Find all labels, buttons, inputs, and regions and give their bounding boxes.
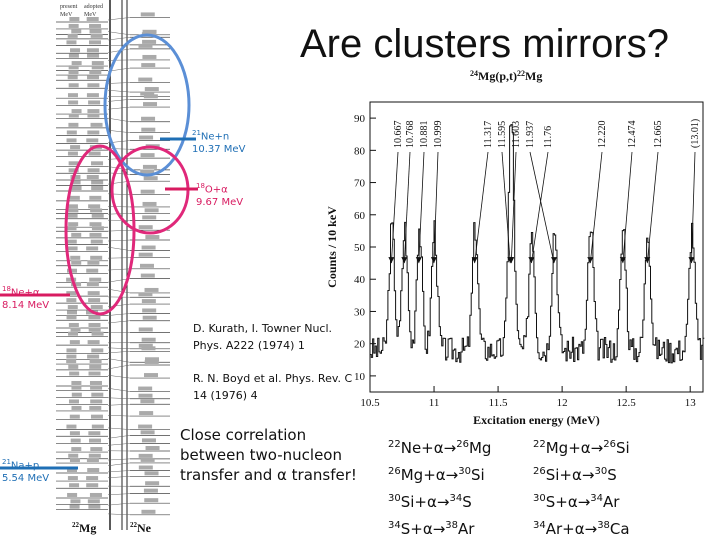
- peak-label: 12.665: [653, 121, 664, 149]
- reaction-right-3: 34Ar+α→38Ca: [533, 514, 630, 541]
- threshold-na21p-name: 21Na+p: [2, 456, 49, 472]
- threshold-label-ne21n: 21Ne+n 10.37 MeV: [192, 127, 245, 156]
- peak-label: 10.999: [433, 121, 444, 149]
- peak-label: 11.937: [525, 121, 536, 148]
- peak-arrowhead: [388, 257, 394, 263]
- y-tick-label: 30: [354, 306, 366, 318]
- peak-label: 12.474: [627, 121, 638, 149]
- reaction-right-2: 30S+α→34Ar: [533, 487, 630, 514]
- peak-arrow: [647, 152, 658, 263]
- spectrum-title: 24Mg(p,t)22Mg: [470, 69, 542, 83]
- x-tick-label: 13: [685, 397, 697, 409]
- reference-kurath: D. Kurath, I. Towner Nucl. Phys. A222 (1…: [193, 320, 353, 354]
- y-tick-label: 20: [354, 339, 366, 351]
- peak-arrowhead: [587, 257, 593, 263]
- peak-arrow: [404, 152, 410, 263]
- peak-arrow: [590, 152, 602, 263]
- x-tick-label: 11: [429, 397, 440, 409]
- peak-label: 11.317: [483, 121, 494, 148]
- peak-label: 10.667: [393, 121, 404, 149]
- threshold-ne18a-energy: 8.14 MeV: [2, 299, 49, 312]
- y-tick-label: 80: [354, 145, 366, 157]
- peak-arrow: [434, 152, 438, 263]
- peak-arrowhead: [416, 257, 422, 263]
- excitation-spectrum-chart: 24Mg(p,t)22Mg 10 20 30 40 50 60 70 80 90 10.5 11 11.…: [318, 62, 718, 434]
- threshold-label-ne18a: 18Ne+α 8.14 MeV: [2, 283, 49, 312]
- peak-label: (13.01): [690, 119, 701, 148]
- peak-arrow: [623, 152, 632, 263]
- reference-boyd: R. N. Boyd et al. Phys. Rev. C 14 (1976)…: [193, 370, 353, 404]
- threshold-ne18a-name: 18Ne+α: [2, 283, 49, 299]
- y-tick-label: 50: [354, 242, 366, 254]
- threshold-label-o18a: 18O+α 9.67 MeV: [196, 180, 243, 209]
- y-tick-label: 60: [354, 210, 366, 222]
- threshold-na21p-energy: 5.54 MeV: [2, 472, 49, 485]
- y-tick-label: 40: [354, 274, 366, 286]
- peak-label: 11.603: [511, 121, 522, 148]
- y-tick-label: 10: [354, 371, 366, 383]
- threshold-ne21n-name: 21Ne+n: [192, 127, 245, 143]
- reaction-left-1: 26Mg+α→30Si: [388, 460, 491, 487]
- x-axis-label: Excitation energy (MeV): [473, 413, 600, 427]
- x-tick-label: 12.5: [617, 397, 637, 409]
- y-axis-label: Counts / 10 keV: [325, 206, 339, 288]
- threshold-label-na21p: 21Na+p 5.54 MeV: [2, 456, 49, 485]
- peak-arrowhead: [551, 257, 557, 263]
- y-tick-label: 70: [354, 178, 366, 190]
- peak-arrowhead: [431, 257, 437, 263]
- magenta-oval-left: [66, 146, 134, 314]
- reaction-left-2: 30Si+α→34S: [388, 487, 491, 514]
- threshold-o18a-name: 18O+α: [196, 180, 243, 196]
- peak-label: 10.768: [405, 121, 416, 149]
- y-tick-label: 90: [354, 113, 366, 125]
- peak-label: 11.76: [543, 126, 554, 148]
- x-tick-label: 12: [557, 397, 568, 409]
- spectrum-trace: [370, 125, 704, 363]
- peak-arrow: [502, 152, 510, 263]
- peak-arrowhead: [401, 257, 407, 263]
- reaction-left-0: 22Ne+α→26Mg: [388, 433, 491, 460]
- conclusion-text: Close correlation between two-nucleon tr…: [180, 425, 365, 485]
- threshold-ne21n-energy: 10.37 MeV: [192, 143, 245, 156]
- threshold-o18a-energy: 9.67 MeV: [196, 196, 243, 209]
- reaction-right-0: 22Mg+α→26Si: [533, 433, 630, 460]
- peak-label: 12.220: [597, 121, 608, 149]
- peak-label: 11.595: [497, 121, 508, 148]
- x-tick-label: 10.5: [360, 397, 380, 409]
- peak-arrow: [475, 152, 488, 263]
- peak-label: 10.881: [419, 121, 430, 149]
- blue-oval: [105, 35, 189, 175]
- reaction-right-1: 26Si+α→30S: [533, 460, 630, 487]
- x-tick-label: 11.5: [489, 397, 508, 409]
- reaction-left-3: 34S+α→38Ar: [388, 514, 491, 541]
